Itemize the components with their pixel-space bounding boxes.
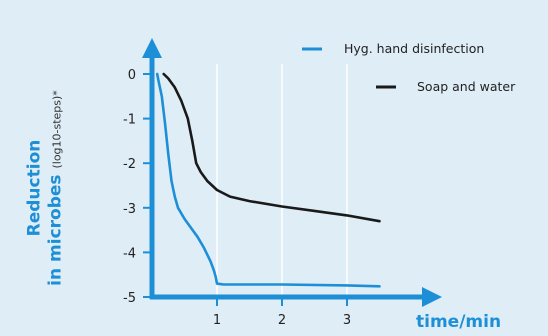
y-axis-unit: (log10-steps)* [51, 90, 64, 168]
x-axis-arrow [422, 287, 442, 307]
y-axis-label-line2-text: in microbes [46, 174, 66, 285]
y-axis-label-line1: Reduction [25, 90, 46, 286]
y-tick-label-4: -4 [123, 246, 136, 261]
x-tick-label-2: 3 [343, 313, 351, 328]
y-tick-label-0: 0 [128, 68, 136, 83]
series-lines [157, 74, 379, 286]
series-line-hyg-hand-disinfection [157, 74, 379, 286]
x-tick-label-1: 2 [278, 313, 286, 328]
y-tick-label-2: -2 [123, 157, 136, 172]
y-axis-arrow [142, 38, 162, 58]
y-tick-label-3: -3 [123, 202, 136, 217]
axes [142, 38, 442, 307]
legend-label-hyg-hand-disinfection: Hyg. hand disinfection [344, 41, 484, 56]
legend-label-soap-and-water: Soap and water [417, 79, 515, 94]
y-tick-label-5: -5 [123, 291, 136, 306]
y-axis-label-line2: in microbes (log10-steps)* [46, 90, 68, 286]
x-axis-label: time/min [416, 312, 501, 332]
x-gridlines [217, 64, 347, 297]
x-tick-label-0: 1 [213, 313, 221, 328]
y-axis-label: Reduction in microbes (log10-steps)* [25, 90, 68, 286]
y-tick-label-1: -1 [123, 113, 136, 128]
